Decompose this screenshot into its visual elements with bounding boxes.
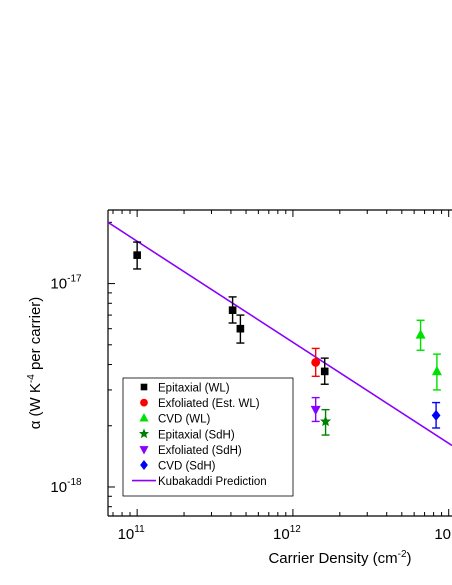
legend-entry: Epitaxial (SdH): [138, 428, 235, 441]
legend-label: Epitaxial (SdH): [158, 429, 235, 441]
legend-label: CVD (SdH): [158, 461, 216, 473]
legend: Epitaxial (WL) Exfoliated (Est. WL) CVD (W…: [122, 377, 294, 497]
legend-label: CVD (WL): [158, 414, 211, 426]
legend-label: Kubakaddi Prediction: [158, 476, 267, 488]
data-point: [133, 241, 142, 270]
legend-entry: Exfoliated (Est. WL): [140, 398, 260, 410]
legend-entry: Epitaxial (WL): [140, 383, 230, 395]
legend-entry: CVD (SdH): [140, 460, 216, 473]
legend-marker: [140, 398, 148, 407]
y-axis-label-sup: -4: [26, 374, 37, 383]
legend-entry: Kubakaddi Prediction: [132, 476, 267, 488]
legend-entries: Epitaxial (WL) Exfoliated (Est. WL) CVD (W…: [132, 383, 267, 488]
y-axis-label: α (W K-4 per carrier): [26, 297, 44, 430]
point-marker: [320, 415, 332, 427]
data-point: [311, 347, 321, 378]
legend-marker: [140, 460, 148, 470]
prediction-line: [107, 221, 452, 447]
point-marker: [311, 357, 321, 367]
plot-frame: [107, 209, 452, 517]
x-axis-label-sup: -2: [398, 549, 407, 560]
data-marks: [133, 241, 442, 436]
tick-labels: 1011 1012 10 10-17 10-18: [50, 274, 451, 543]
y-tick-label: 10-18: [50, 477, 82, 496]
x-axis-label: Carrier Density (cm-2): [268, 549, 411, 567]
point-marker: [133, 251, 141, 259]
legend-marker: [139, 413, 149, 422]
point-marker: [236, 324, 245, 333]
legend-label: Exfoliated (SdH): [158, 445, 242, 457]
legend-marker: [139, 446, 149, 455]
legend-entry: CVD (WL): [139, 413, 211, 426]
legend-label: Epitaxial (WL): [158, 383, 230, 395]
point-marker: [415, 329, 426, 339]
data-point: [431, 401, 441, 429]
data-point: [415, 319, 426, 351]
legend-marker: [140, 383, 148, 391]
x-tick-label: 1012: [273, 524, 301, 543]
legend-box: [122, 377, 294, 497]
data-point: [320, 408, 332, 436]
y-tick-label: 10-17: [50, 274, 82, 293]
point-marker: [431, 365, 442, 376]
data-point: [228, 296, 237, 324]
data-point: [431, 353, 442, 391]
legend-entry: Exfoliated (SdH): [139, 445, 242, 457]
axis-ticks: [108, 210, 450, 516]
legend-marker: [138, 428, 150, 439]
point-marker: [228, 306, 237, 314]
legend-label: Exfoliated (Est. WL): [158, 398, 260, 410]
x-tick-label: 1011: [118, 524, 146, 543]
data-point: [236, 314, 245, 344]
x-tick-label: 10: [434, 526, 451, 543]
prediction-layer: [107, 221, 452, 447]
point-marker: [431, 409, 441, 421]
point-marker: [320, 367, 329, 376]
data-point: [310, 396, 321, 423]
data-point: [320, 357, 329, 385]
point-marker: [310, 405, 321, 416]
